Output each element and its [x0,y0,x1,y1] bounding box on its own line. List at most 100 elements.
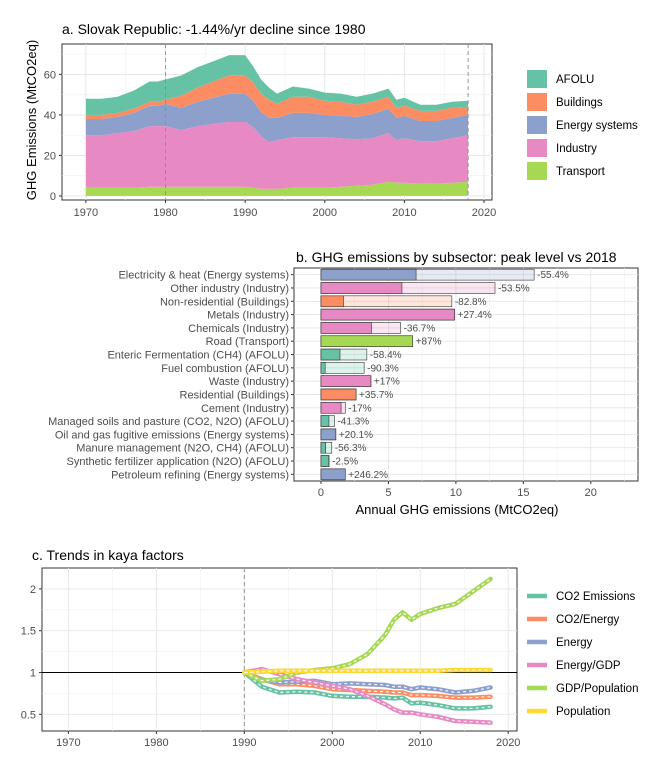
bar-2018-fuel-combustion-afolu [320,362,326,374]
data-label-non-residential-buildings: -82.8% [455,297,487,308]
category-label-metals-industry: Metals (Industry) [207,310,289,322]
area-afolu [85,55,469,115]
bar-2018-non-residential-buildings [320,295,344,308]
category-label-chemicals-industry: Chemicals (Industry) [188,323,289,335]
panel-c-lines [242,576,493,725]
legend-label-co2-energy: CO2/Energy [556,614,620,626]
panel-a-ylabel: GHG Emissions (MtCO2eq) [24,40,39,200]
panel-b-ticks: 0 5 10 15 20 Electricity & heat (Energy syste… [48,270,597,499]
panel-b-grid [293,267,639,482]
panel-a-stacked-area-chart: a. Slovak Republic: -1.44%/yr decline si… [24,21,638,219]
peak-bar-fuel-combustion-afolu [320,362,365,374]
area-transport [85,181,469,196]
data-label-petroleum-refining-energy-systems: +246.2% [348,470,388,481]
panel-a-x-tick-label: 1970 [74,207,98,219]
bar-2018-electricity-heat-energy-systems [320,268,417,281]
panel-a-x-tick-label: 2000 [313,207,337,219]
category-label-waste-industry: Waste (Industry) [209,376,289,388]
panel-c-y-tick-label: 2 [30,584,36,596]
panel-b-x-tick-label: 10 [450,487,462,499]
panel-a-ticks: 1970 1980 1990 2000 2010 2020 0 20 40 60 [44,69,497,219]
legend-label-transport: Transport [556,166,606,178]
line-dash-overlay-energy-gdp [244,668,491,724]
legend-key-buildings [527,93,547,111]
bar-2018-petroleum-refining-energy-systems [320,468,346,481]
panel-c-x-tick-label: 2010 [408,737,432,749]
category-label-enteric-fermentation-ch4-afolu: Enteric Fermentation (CH4) (AFOLU) [107,350,289,362]
panel-b-xlabel: Annual GHG emissions (MtCO2eq) [355,502,558,517]
panel-a-x-tick-label: 2020 [472,207,496,219]
data-label-electricity-heat-energy-systems: -55.4% [537,270,569,281]
data-label-residential-buildings: +35.7% [359,390,393,401]
line-dash-overlay-population [244,669,491,674]
category-label-fuel-combustion-afolu: Fuel combustion (AFOLU) [161,363,289,375]
category-label-non-residential-buildings: Non-residential (Buildings) [160,296,289,308]
panel-c-x-tick-label: 1980 [144,737,168,749]
category-label-residential-buildings: Residential (Buildings) [180,389,289,401]
bar-2018-oil-and-gas-fugitive-emissions-energy-systems [320,428,337,441]
legend-label-population: Population [556,706,610,718]
legend-label-buildings: Buildings [556,97,603,109]
data-label-synthetic-fertilizer-application-n2o-afolu: -2.5% [332,457,358,468]
panel-a-y-tick-label: 40 [44,110,56,122]
bar-2018-metals-industry [320,308,455,321]
legend-key-energy-systems [527,116,547,134]
legend-label-afolu: AFOLU [556,74,594,86]
panel-b-x-tick-label: 15 [517,487,529,499]
panel-a-reference-lines [165,44,469,200]
bar-2018-waste-industry [320,375,372,387]
bar-2018-manure-management-n2o-ch4-afolu [320,441,327,454]
category-label-managed-soils-and-pasture-co2-n2o-afolu: Managed soils and pasture (CO2, N2O) (AF… [48,416,289,428]
panel-c-y-tick-label: 1 [30,667,36,679]
legend-key-afolu [527,70,547,88]
panel-c-x-tick-label: 1990 [232,737,256,749]
panel-a-y-tick-label: 20 [44,150,56,162]
panel-c-y-tick-label: 1.5 [21,626,36,638]
legend-label-energy: Energy [556,637,593,649]
panel-b-x-tick-label: 5 [385,487,391,499]
category-label-cement-industry: Cement (Industry) [201,403,289,415]
panel-b-x-tick-label: 0 [318,487,324,499]
category-label-other-industry-industry: Other industry (Industry) [170,283,289,295]
category-label-oil-and-gas-fugitive-emissions-energy-systems: Oil and gas fugitive emissions (Energy s… [55,429,289,441]
data-label-oil-and-gas-fugitive-emissions-energy-systems: +20.1% [339,430,373,441]
legend-label-co2-emissions: CO2 Emissions [556,591,635,603]
bar-2018-other-industry-industry [320,282,403,294]
category-label-manure-management-n2o-ch4-afolu: Manure management (N2O, CH4) (AFOLU) [76,443,289,455]
legend-label-energy-gdp: Energy/GDP [556,660,621,672]
panel-b-bar-chart: b. GHG emissions by subsector: peak leve… [48,249,639,517]
line-dash-overlay-energy [244,671,491,694]
panel-b-x-tick-label: 20 [585,487,597,499]
area-energy-systems [85,93,469,143]
data-label-cement-industry: -17% [348,403,371,414]
data-label-managed-soils-and-pasture-co2-n2o-afolu: -41.3% [337,417,369,428]
data-label-other-industry-industry: -53.5% [498,283,530,294]
line-dash-overlay-gdp-population [244,578,491,682]
data-label-waste-industry: +17% [374,377,400,388]
data-label-metals-industry: +27.4% [458,310,492,321]
panel-c-title: c. Trends in kaya factors [32,547,184,563]
category-label-road-transport: Road (Transport) [206,336,289,348]
bar-2018-road-transport [320,335,414,347]
panel-c-x-tick-label: 1970 [56,737,80,749]
legend-label-industry: Industry [556,143,597,155]
panel-c-legend: CO2 Emissions CO2/Energy Energy Energy/GDP G… [527,591,638,718]
legend-key-transport [527,162,547,180]
legend-label-gdp-population: GDP/Population [556,683,638,695]
panel-c-x-tick-label: 2020 [496,737,520,749]
panel-a-legend: AFOLU Buildings Energy systems Industry Tran… [527,70,638,180]
panel-a-areas [85,55,469,196]
legend-label-energy-systems: Energy systems [556,120,638,132]
category-label-electricity-heat-energy-systems: Electricity & heat (Energy systems) [118,270,289,282]
bar-2018-chemicals-industry [320,322,372,334]
legend-key-industry [527,139,547,157]
bar-2018-managed-soils-and-pasture-co2-n2o-afolu [320,415,330,427]
panel-a-x-tick-label: 2010 [392,207,416,219]
category-label-synthetic-fertilizer-application-n2o-afolu: Synthetic fertilizer application (N2O) (… [66,456,289,468]
panel-c-ticks: 1970 1980 1990 2000 2010 2020 0.5 1 1.5 2 [21,584,521,749]
bar-2018-cement-industry [320,402,342,414]
bar-2018-enteric-fermentation-ch4-afolu [320,348,341,361]
area-buildings [85,75,469,121]
data-label-enteric-fermentation-ch4-afolu: -58.4% [370,350,402,361]
